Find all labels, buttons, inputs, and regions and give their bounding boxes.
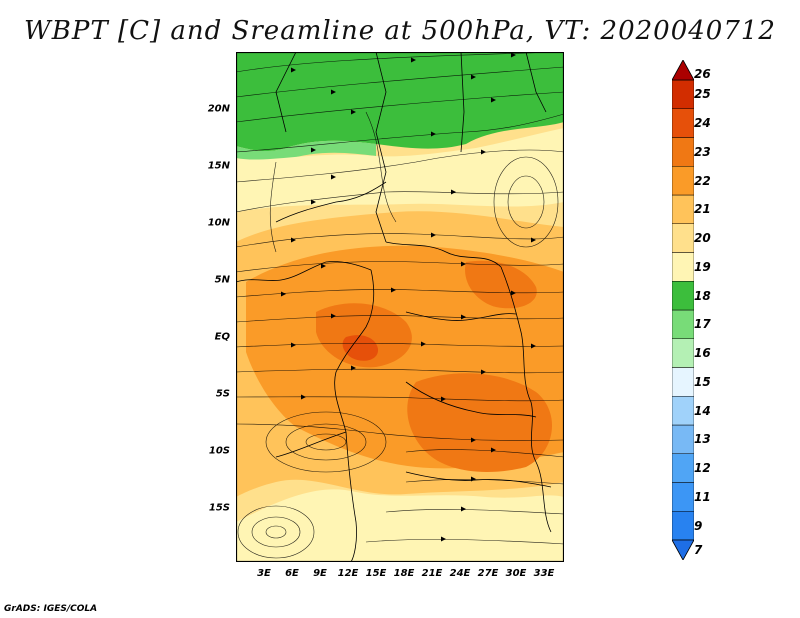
colorbar-label: 13 [694,432,711,447]
lon-label: 21E [421,568,443,579]
streamline-arrows [281,52,536,542]
credit-text: GrADS: IGES/COLA [4,604,98,614]
colorbar-cell [672,482,694,512]
colorbar-label: 17 [694,317,711,332]
colorbar-label: 22 [694,173,711,188]
field-green-band [236,52,564,152]
colorbar-cell [672,281,694,311]
colorbar-cell [672,108,694,138]
lat-label: 5S [215,388,230,400]
lat-label: 5N [214,274,230,286]
field-hot-spot [342,335,379,361]
colorbar-cell [672,137,694,167]
colorbar-cell [672,252,694,282]
colorbar-label: 12 [694,461,711,476]
colorbar-label: 24 [694,116,711,131]
lon-label: 30E [505,568,527,579]
lon-label: 6E [285,568,299,579]
lon-label: 27E [477,568,499,579]
lat-label: 10N [207,217,230,229]
colorbar [672,60,694,560]
wbpt-streamline-map [236,52,564,562]
colorbar-label: 25 [694,87,711,102]
lon-label: 9E [313,568,327,579]
lon-label: 18E [393,568,415,579]
field-warm-east [465,260,537,309]
lon-label: 24E [449,568,471,579]
lat-label: 10S [208,445,230,457]
lon-label: 33E [533,568,555,579]
colorbar-cell [672,453,694,483]
colorbar-label: 15 [694,374,711,389]
colorbar-cell [672,396,694,426]
colorbar-cell [672,79,694,109]
colorbar-label: 23 [694,144,711,159]
lat-label: 15N [207,160,230,172]
chart-title: WBPT [C] and Sreamline at 500hPa, VT: 20… [24,16,776,46]
colorbar-label: 14 [694,403,711,418]
colorbar-cell [672,194,694,224]
colorbar-label: 11 [694,489,711,504]
field-pale-north [236,128,564,212]
colorbar-cell [672,511,694,541]
lat-label: 20N [207,103,230,115]
colorbar-label: 20 [694,231,711,246]
lon-label: 15E [365,568,387,579]
colorbar-cell [672,338,694,368]
field-lightgreen-edge [236,140,376,163]
lon-label: 3E [257,568,271,579]
lon-label: 12E [337,568,359,579]
colorbar-cell [672,166,694,196]
colorbar-cell [672,309,694,339]
colorbar-label: 18 [694,288,711,303]
colorbar-cell [672,424,694,454]
colorbar-top-triangle [672,60,694,81]
colorbar-label: 26 [694,67,711,81]
streamlines [236,52,564,559]
field-warm-central [316,303,412,368]
map-frame [236,52,564,562]
colorbar-label: 9 [694,518,703,533]
colorbar-label: 16 [694,346,711,361]
lat-label: 15S [208,502,230,514]
field-pale-south [236,489,564,562]
colorbar-bottom-triangle [672,539,694,560]
colorbar-label: 21 [694,202,711,217]
lat-label: EQ [214,331,230,343]
colorbar-label: 7 [694,543,703,557]
colorbar-cell [672,223,694,253]
colorbar-cell [672,367,694,397]
colorbar-label: 19 [694,259,711,274]
